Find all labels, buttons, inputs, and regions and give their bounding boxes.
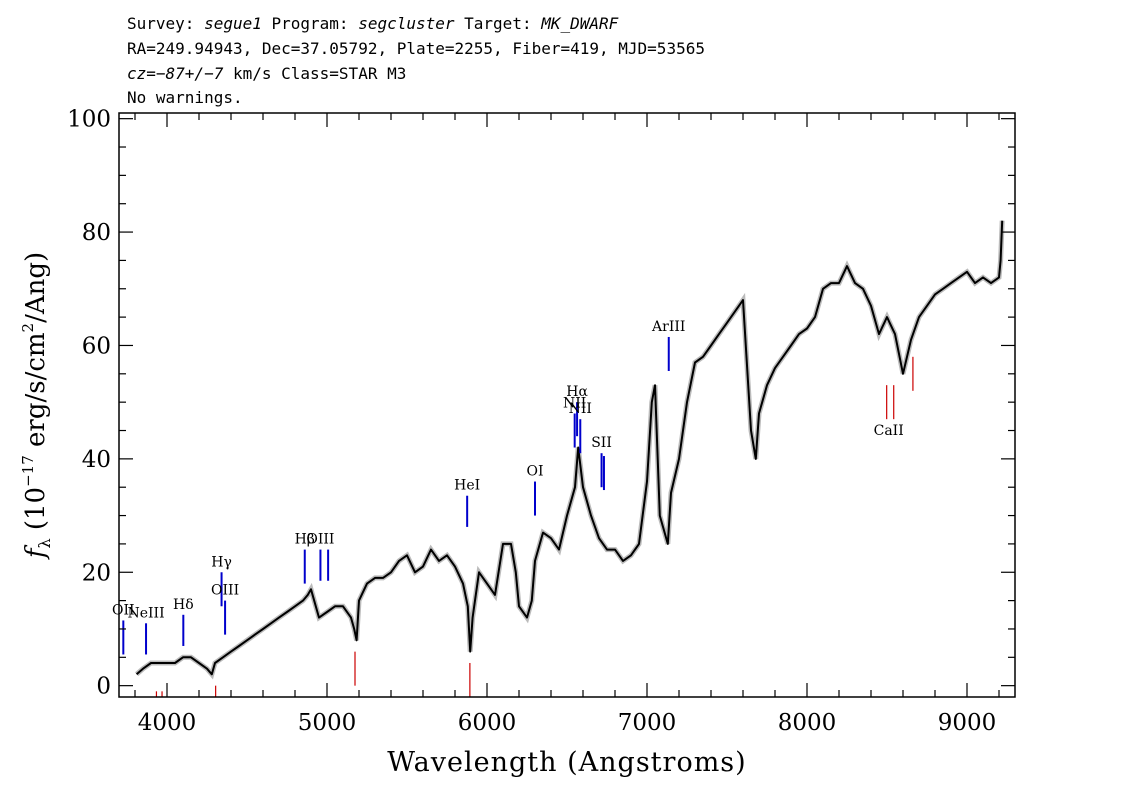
- program-value: segcluster: [358, 14, 455, 33]
- y-tick-label: 100: [67, 107, 111, 133]
- x-axis-label: Wavelength (Angstroms): [387, 747, 746, 778]
- program-label: Program:: [261, 14, 359, 33]
- header-line-1: Survey: segue1 Program: segcluster Targe…: [127, 14, 618, 33]
- plot-frame: [118, 112, 1016, 698]
- line-label: NeIII: [127, 605, 164, 621]
- survey-label: Survey:: [127, 14, 205, 33]
- line-label: Hγ: [211, 554, 232, 570]
- line-label: ArIII: [651, 319, 685, 335]
- y-tick-label: 0: [96, 674, 111, 700]
- redshift-value: cz=−87+/−7: [127, 64, 224, 83]
- header-line-3: cz=−87+/−7 km/s Class=STAR M3: [127, 64, 406, 83]
- header-line-2: RA=249.94943, Dec=37.05792, Plate=2255, …: [127, 39, 705, 58]
- line-label: OII: [112, 602, 135, 618]
- x-tick-label: 9000: [938, 710, 997, 736]
- x-tick-label: 5000: [298, 710, 357, 736]
- line-label: NII: [563, 396, 586, 412]
- line-label: HeI: [454, 478, 480, 494]
- survey-value: segue1: [204, 14, 262, 33]
- line-label: Hβ: [295, 532, 315, 548]
- line-label: SII: [591, 435, 612, 451]
- line-label: OIII: [211, 583, 239, 599]
- y-tick-label: 20: [82, 560, 111, 586]
- line-label: OIII: [306, 532, 334, 548]
- y-tick-label: 80: [82, 220, 111, 246]
- spectrum-series-line: [135, 220, 1004, 676]
- y-tick-label: 60: [82, 333, 111, 359]
- x-tick-label: 6000: [458, 710, 517, 736]
- x-tick-label: 7000: [618, 710, 677, 736]
- header-line-4: No warnings.: [127, 88, 243, 107]
- x-tick-label: 4000: [138, 710, 197, 736]
- line-label: CaII: [874, 423, 904, 439]
- line-label: NII: [569, 401, 592, 417]
- target-label: Target:: [454, 14, 542, 33]
- line-label: OI: [526, 464, 543, 480]
- spectrum-error-band: [134, 220, 1005, 680]
- line-label: Hα: [566, 384, 588, 400]
- y-axis-label: fλ (10−17 erg/s/cm2/Ang): [19, 252, 54, 560]
- line-label: Hδ: [173, 597, 194, 613]
- x-tick-label: 8000: [778, 710, 837, 736]
- target-value: MK_DWARF: [541, 14, 619, 33]
- class-value: km/s Class=STAR M3: [223, 64, 407, 83]
- y-tick-label: 40: [82, 447, 111, 473]
